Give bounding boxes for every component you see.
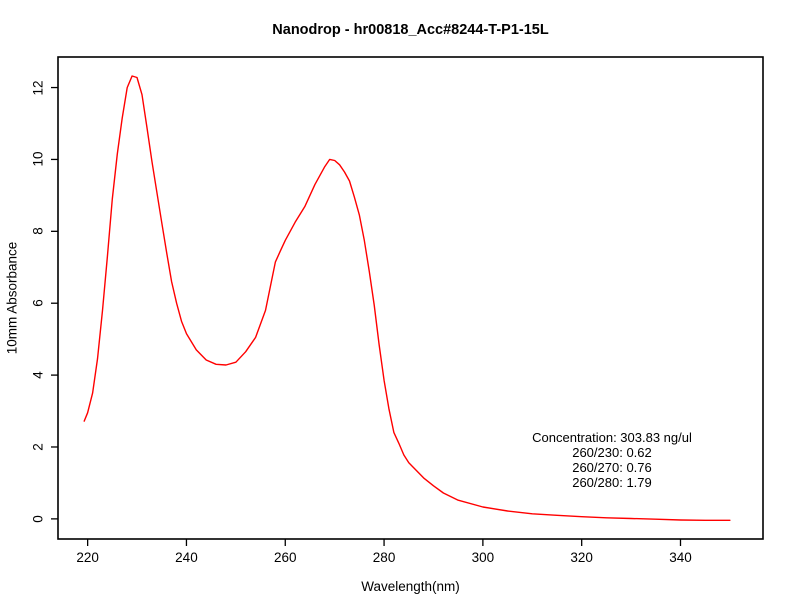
- plot-frame: [57, 56, 764, 540]
- x-tick-label: 300: [471, 550, 495, 565]
- axis-tick-marks: [51, 86, 682, 546]
- annotation-concentration: Concentration: 303.83 ng/ul: [532, 430, 692, 445]
- x-axis-label: Wavelength(nm): [361, 579, 460, 594]
- absorbance-curve: [83, 75, 731, 521]
- y-tick-label: 12: [30, 80, 46, 96]
- y-axis-label: 10mm Absorbance: [4, 241, 20, 355]
- annotation-block: Concentration: 303.83 ng/ul 260/230: 0.6…: [532, 430, 692, 491]
- y-tick-label: 0: [30, 515, 46, 523]
- y-tick-label: 10: [30, 151, 46, 167]
- x-tick-label: 240: [175, 550, 198, 565]
- y-tick-label: 4: [30, 371, 46, 379]
- chart-title: Nanodrop - hr00818_Acc#8244-T-P1-15L: [272, 22, 549, 38]
- annotation-ratio-260-270: 260/270: 0.76: [572, 459, 652, 475]
- x-tick-label: 260: [273, 550, 297, 565]
- y-tick-label: 2: [30, 443, 46, 451]
- x-tick-label: 320: [570, 550, 593, 565]
- annotation-ratio-260-280: 260/280: 1.79: [572, 474, 652, 490]
- y-tick-label: 8: [30, 227, 46, 236]
- y-tick-label: 6: [30, 299, 46, 307]
- x-tick-label: 220: [76, 550, 99, 565]
- x-tick-label: 340: [669, 550, 692, 565]
- annotation-ratio-260-230: 260/230: 0.62: [572, 444, 652, 460]
- x-tick-label: 280: [372, 550, 396, 565]
